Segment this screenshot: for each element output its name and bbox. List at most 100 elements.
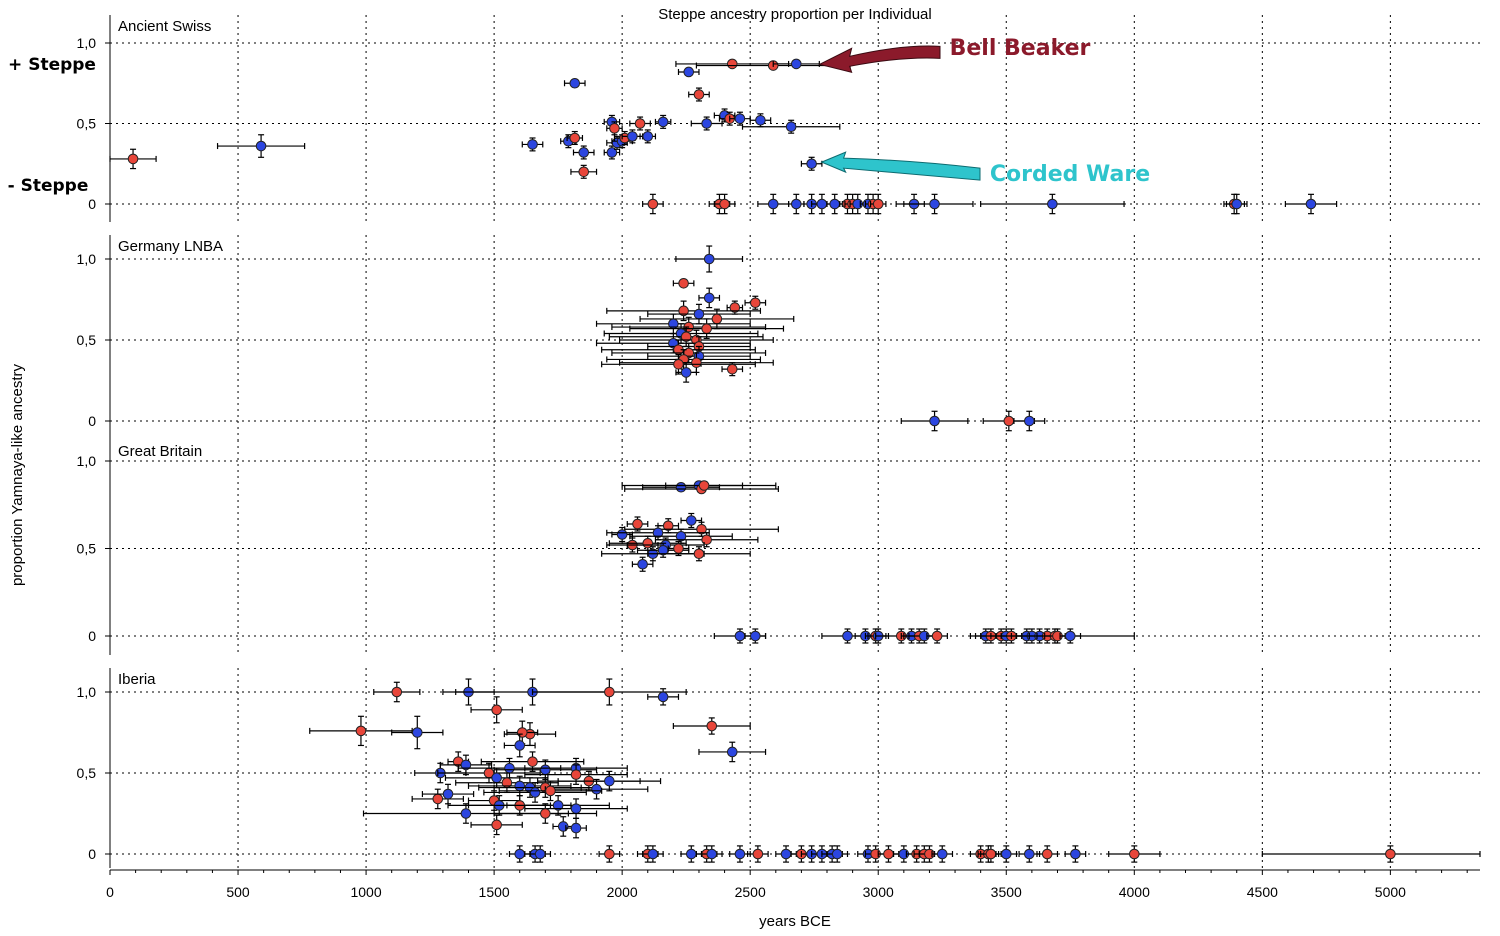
data-point: [639, 129, 657, 144]
x-tick-label: 1000: [350, 884, 381, 900]
red-marker: [701, 534, 712, 546]
data-point: [647, 688, 680, 706]
panel-2: 0 0,5 1,0 Great Britain: [77, 440, 1480, 655]
data-point: [524, 764, 628, 785]
red-marker: [127, 153, 139, 165]
red-marker: [647, 198, 659, 210]
data-point: [741, 119, 841, 134]
panel-label: Iberia: [118, 671, 156, 688]
data-point: [606, 300, 762, 322]
blue-marker: [726, 746, 738, 758]
data-point: [503, 722, 557, 747]
data-point: [606, 121, 623, 136]
red-marker: [726, 58, 738, 70]
blue-marker: [591, 783, 602, 795]
data-point: [552, 816, 575, 837]
blue-marker: [734, 113, 746, 124]
blue-marker: [693, 308, 705, 320]
red-marker: [540, 808, 551, 819]
red-marker: [931, 630, 943, 642]
data-point: [598, 845, 621, 863]
blue-marker: [514, 848, 526, 860]
red-marker: [632, 518, 643, 530]
bell-beaker-annotation: Bell Beaker: [950, 36, 1091, 61]
x-tick-label: 500: [226, 884, 250, 900]
red-marker: [693, 89, 705, 100]
data-point: [470, 814, 523, 836]
data-point: [109, 148, 157, 170]
data-point: [1108, 845, 1161, 863]
blue-marker: [540, 764, 551, 776]
low-steppe-label: - Steppe: [8, 176, 89, 196]
x-tick-label: 1500: [479, 884, 510, 900]
data-point: [506, 720, 539, 745]
data-point: [698, 287, 721, 309]
data-point: [631, 556, 654, 572]
blue-marker: [685, 515, 697, 526]
data-point: [721, 362, 744, 377]
red-marker: [711, 313, 723, 325]
blue-marker: [627, 131, 638, 142]
blue-marker: [1070, 848, 1081, 860]
y-tick-label: 0,5: [77, 765, 97, 781]
blue-marker: [767, 198, 779, 210]
red-marker: [719, 198, 730, 210]
panel-0: 0 0,5 1,0 Ancient Swiss: [77, 15, 1480, 222]
blue-marker: [514, 740, 526, 751]
red-marker: [604, 848, 615, 860]
y-tick-label: 0: [88, 628, 96, 644]
red-marker: [609, 123, 620, 134]
blue-marker: [552, 800, 564, 811]
blue-marker: [657, 691, 669, 703]
red-marker: [642, 537, 654, 549]
blue-marker: [647, 848, 659, 860]
y-tick-label: 0,5: [77, 116, 97, 132]
blue-marker: [460, 759, 472, 771]
data-point: [1036, 845, 1059, 863]
blue-marker: [685, 848, 697, 860]
data-point: [639, 308, 795, 330]
data-point: [493, 803, 598, 824]
data-point: [744, 295, 767, 310]
blue-marker: [491, 772, 502, 784]
blue-marker: [936, 848, 948, 860]
data-point: [608, 326, 764, 348]
red-marker: [491, 819, 502, 831]
red-marker: [604, 686, 615, 698]
data-point: [391, 715, 444, 750]
blue-marker: [570, 822, 582, 834]
blue-marker: [652, 527, 664, 539]
blue-marker: [790, 198, 802, 210]
blue-marker: [557, 821, 569, 832]
corded-ware-annotation: Corded Ware: [990, 162, 1150, 187]
blue-marker: [1064, 630, 1076, 642]
annotations-layer: Bell Beaker Corded Ware: [818, 36, 1150, 187]
red-marker: [516, 727, 528, 738]
data-point: [864, 845, 887, 863]
data-point: [729, 845, 751, 863]
data-point: [601, 353, 756, 375]
red-marker: [693, 548, 705, 560]
blue-marker: [642, 131, 654, 142]
data-point: [521, 137, 544, 152]
blue-marker: [929, 198, 940, 210]
red-marker: [491, 704, 502, 716]
data-point: [642, 845, 664, 863]
red-marker: [726, 363, 738, 375]
red-marker: [673, 543, 684, 554]
data-point: [498, 780, 603, 802]
blue-marker: [750, 630, 761, 642]
blue-marker: [680, 367, 692, 378]
y-axis-title: proportion Yamnaya-like ancestry: [9, 363, 26, 586]
data-point: [757, 193, 790, 215]
panel-label: Great Britain: [118, 443, 202, 460]
red-marker: [1128, 848, 1140, 860]
corded-ware-arrow: [820, 151, 981, 181]
blue-marker: [529, 787, 541, 798]
blue-marker: [929, 415, 940, 427]
data-point: [524, 798, 628, 819]
blue-marker: [527, 139, 538, 150]
data-point: [570, 164, 598, 179]
